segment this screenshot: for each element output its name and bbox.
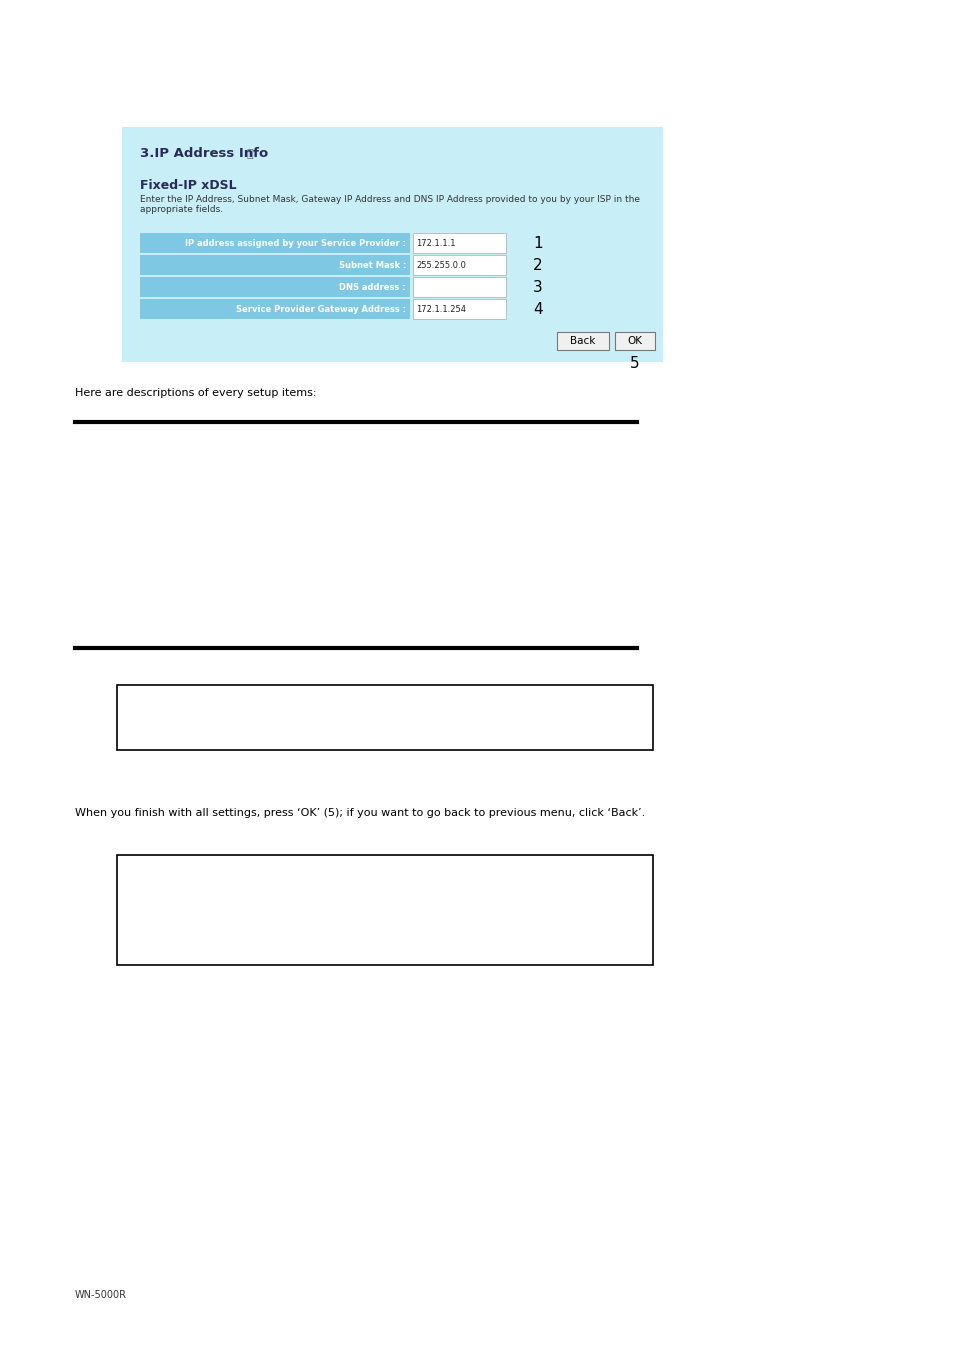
Text: WN-5000R: WN-5000R	[75, 1291, 127, 1300]
Text: DNS address :: DNS address :	[339, 282, 406, 292]
Text: 172.1.1.254: 172.1.1.254	[416, 305, 465, 313]
Bar	[557, 332, 608, 350]
Bar	[117, 684, 652, 751]
Text: 3: 3	[533, 279, 542, 294]
Text: Enter the IP Address, Subnet Mask, Gateway IP Address and DNS IP Address provide: Enter the IP Address, Subnet Mask, Gatew…	[140, 194, 639, 215]
Text: 5: 5	[630, 356, 639, 371]
Bar	[122, 127, 662, 362]
Bar	[413, 255, 505, 275]
Text: 172.1.1.1: 172.1.1.1	[416, 239, 455, 247]
Text: 4: 4	[533, 301, 542, 316]
Bar	[117, 855, 652, 965]
Bar	[140, 298, 410, 319]
Text: When you finish with all settings, press ‘OK’ (5); if you want to go back to pre: When you finish with all settings, press…	[75, 809, 644, 818]
Text: ⓘ: ⓘ	[247, 148, 253, 159]
Bar	[413, 277, 505, 297]
Text: 3.IP Address Info: 3.IP Address Info	[140, 147, 268, 161]
Text: Subnet Mask :: Subnet Mask :	[338, 261, 406, 270]
Text: Here are descriptions of every setup items:: Here are descriptions of every setup ite…	[75, 387, 316, 398]
Bar	[413, 234, 505, 252]
Text: 2: 2	[533, 258, 542, 273]
Text: IP address assigned by your Service Provider :: IP address assigned by your Service Prov…	[185, 239, 406, 247]
Text: 255.255.0.0: 255.255.0.0	[416, 261, 465, 270]
Bar	[413, 298, 505, 319]
Text: Back: Back	[570, 336, 595, 346]
Text: Service Provider Gateway Address :: Service Provider Gateway Address :	[235, 305, 406, 313]
Text: 1: 1	[533, 235, 542, 251]
Text: OK: OK	[627, 336, 641, 346]
Bar	[615, 332, 655, 350]
Bar	[140, 234, 410, 252]
Text: Fixed-IP xDSL: Fixed-IP xDSL	[140, 180, 236, 192]
Bar	[140, 277, 410, 297]
Bar	[140, 255, 410, 275]
